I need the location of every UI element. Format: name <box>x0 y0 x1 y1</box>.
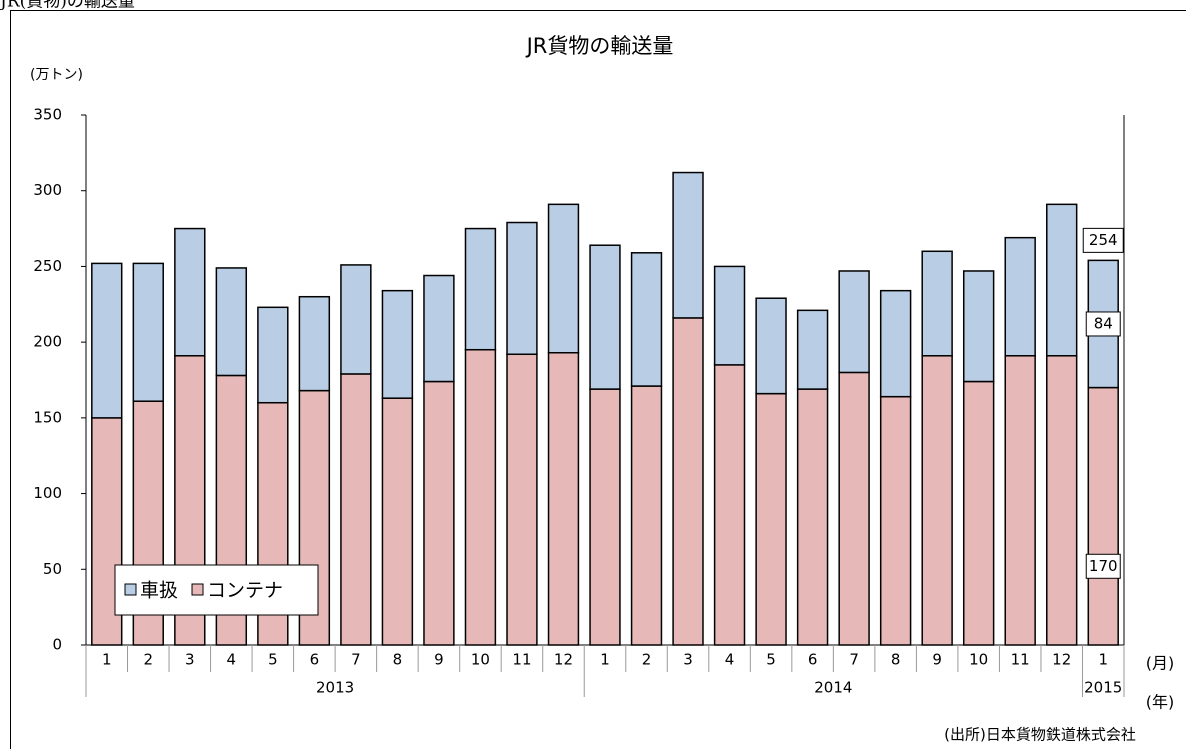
data-label: 84 <box>1094 314 1113 332</box>
bar-segment <box>423 380 455 646</box>
bar-segment <box>879 395 912 646</box>
y-tick-label: 0 <box>52 636 62 654</box>
bar-segment <box>423 274 455 383</box>
x-axis-label: (月) <box>1146 654 1175 673</box>
x-tick-label: 3 <box>683 651 693 669</box>
bar-segment <box>1046 203 1078 357</box>
bar-segment <box>713 364 746 646</box>
x-tick-label: 10 <box>471 651 490 669</box>
bar-segment <box>381 289 414 399</box>
bar-segment <box>547 203 580 354</box>
data-label: 170 <box>1089 557 1118 575</box>
x-group-label: 2014 <box>814 679 852 697</box>
bar-segment <box>630 252 663 387</box>
y-axis-label: (万トン) <box>30 67 83 83</box>
y-tick-label: 100 <box>33 484 62 502</box>
page-caption: JR(貨物)の輸送量 <box>0 0 135 12</box>
bar-segment <box>547 351 580 646</box>
data-label-box <box>1085 553 1121 579</box>
x-tick-label: 9 <box>932 651 942 669</box>
x-tick-label: 11 <box>512 651 531 669</box>
bar-segment <box>589 244 621 390</box>
source: (出所)日本貨物鉄道株式会社 <box>944 726 1136 744</box>
bar-segment <box>506 353 538 646</box>
bar-segment <box>1046 355 1078 646</box>
x-tick-label: 12 <box>554 651 573 669</box>
bar-segment <box>340 373 372 646</box>
bar-segment <box>1004 236 1036 357</box>
legend-swatch <box>191 583 204 596</box>
x-group-axis-label: (年) <box>1146 693 1175 712</box>
legend-swatch <box>124 583 137 596</box>
x-tick-label: 8 <box>891 651 901 669</box>
bar-segment <box>298 295 331 392</box>
x-tick-label: 6 <box>310 651 320 669</box>
data-label-box <box>1085 311 1121 337</box>
bar-segment <box>838 270 870 374</box>
bar-segment <box>464 348 497 646</box>
x-tick-label: 11 <box>1011 651 1030 669</box>
bar-segment <box>381 397 414 646</box>
legend-label: 車扱 <box>140 580 178 602</box>
bar-segment <box>755 297 787 395</box>
bar-segment <box>630 385 663 646</box>
y-tick-label: 300 <box>33 181 62 199</box>
bar-segment <box>796 388 829 646</box>
x-tick-label: 2 <box>642 651 652 669</box>
y-tick-label: 200 <box>33 333 62 351</box>
x-tick-label: 5 <box>268 651 278 669</box>
bar-segment <box>838 371 870 646</box>
bar-segment <box>506 221 538 356</box>
bar-segment <box>755 392 787 646</box>
bar-segment <box>921 250 953 357</box>
bar-segment <box>174 227 206 357</box>
bar-segment <box>879 289 912 398</box>
legend-box <box>114 564 319 616</box>
x-tick-label: 7 <box>849 651 859 669</box>
y-tick-label: 350 <box>33 106 62 124</box>
bar-segment <box>1004 355 1036 646</box>
bar-segment <box>589 388 621 646</box>
y-tick-label: 150 <box>33 408 62 426</box>
x-tick-label: 3 <box>185 651 195 669</box>
x-group-label: 2015 <box>1084 679 1122 697</box>
chart-frame <box>10 10 1186 749</box>
x-tick-label: 1 <box>600 651 610 669</box>
x-tick-label: 4 <box>725 651 735 669</box>
y-tick-label: 250 <box>33 257 62 275</box>
bar-segment <box>132 262 164 402</box>
x-tick-label: 1 <box>1098 651 1108 669</box>
bar-segment <box>215 267 248 377</box>
chart-title: JR貨物の輸送量 <box>525 34 674 58</box>
bar-segment <box>796 309 829 390</box>
bar-segment <box>340 264 372 375</box>
bar-segment <box>91 262 123 419</box>
total-label: 254 <box>1089 231 1118 249</box>
x-group-label: 2013 <box>316 679 354 697</box>
bar-segment <box>962 380 995 646</box>
bar-segment <box>962 270 995 383</box>
y-tick-label: 50 <box>43 560 62 578</box>
x-tick-label: 2 <box>144 651 154 669</box>
x-tick-label: 7 <box>351 651 361 669</box>
bar-segment <box>257 306 289 404</box>
bar-segment <box>464 227 497 351</box>
bar-segment <box>921 355 953 646</box>
x-tick-label: 5 <box>766 651 776 669</box>
x-tick-label: 8 <box>393 651 403 669</box>
x-tick-label: 10 <box>969 651 988 669</box>
x-tick-label: 9 <box>434 651 444 669</box>
total-label-box <box>1082 227 1124 253</box>
x-tick-label: 4 <box>227 651 237 669</box>
bar-segment <box>672 317 704 646</box>
bar-segment <box>1087 386 1119 646</box>
x-tick-label: 6 <box>808 651 818 669</box>
bar-segment <box>672 171 704 319</box>
x-tick-label: 12 <box>1052 651 1071 669</box>
legend-label: コンテナ <box>207 580 283 602</box>
bar-segment <box>713 265 746 366</box>
x-tick-label: 1 <box>102 651 112 669</box>
